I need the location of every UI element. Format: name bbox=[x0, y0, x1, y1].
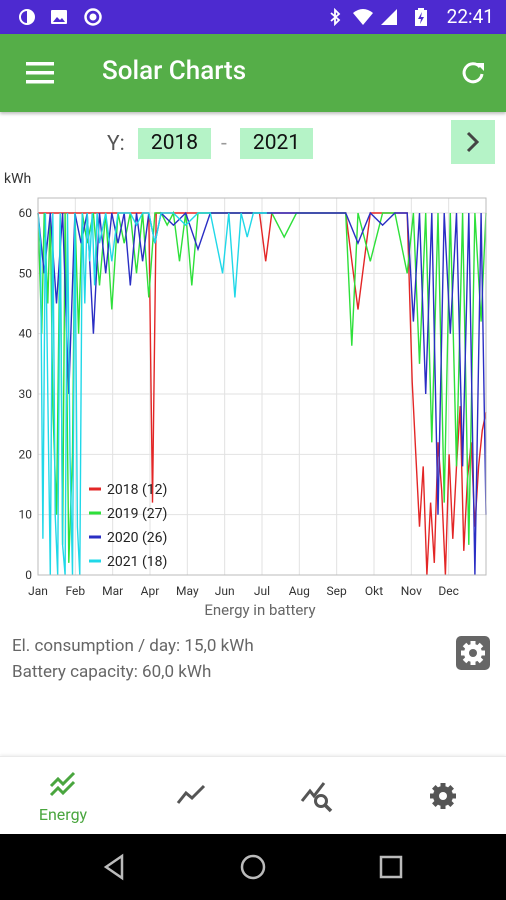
wifi-icon bbox=[353, 9, 373, 25]
chevron-right-icon bbox=[466, 131, 480, 153]
y-tick-label: 20 bbox=[19, 447, 33, 461]
bottom-navigation: Energy bbox=[0, 756, 506, 835]
y-tick-label: 40 bbox=[19, 327, 33, 341]
x-tick-label: Feb bbox=[66, 584, 86, 598]
y-tick-label: 60 bbox=[19, 206, 33, 220]
y-tick-label: 50 bbox=[19, 266, 33, 280]
consumption-text: El. consumption / day: 15,0 kWh bbox=[12, 636, 254, 656]
nav-energy-label: Energy bbox=[38, 805, 88, 824]
status-bar: 22:41 bbox=[0, 0, 506, 34]
nav-settings[interactable] bbox=[380, 757, 506, 835]
year-label: Y: bbox=[107, 132, 125, 156]
y-axis-ticks: 0 10 20 30 40 50 60 bbox=[19, 206, 33, 582]
x-tick-label: Nov bbox=[401, 584, 422, 598]
settings-gear-icon bbox=[430, 783, 456, 809]
recents-icon[interactable] bbox=[378, 854, 404, 880]
battery-charging-icon bbox=[415, 8, 427, 26]
app-title: Solar Charts bbox=[102, 56, 247, 86]
gallery-icon bbox=[51, 10, 67, 24]
nav-energy[interactable]: Energy bbox=[0, 757, 126, 835]
series-line-3 bbox=[37, 212, 267, 576]
bluetooth-icon bbox=[330, 8, 341, 26]
chart-search-icon bbox=[300, 782, 333, 813]
home-icon[interactable] bbox=[239, 853, 267, 881]
nav-analysis[interactable] bbox=[254, 757, 380, 835]
plot-frame bbox=[37, 197, 487, 576]
legend-label: 2020 (26) bbox=[107, 530, 167, 546]
menu-icon[interactable] bbox=[26, 60, 54, 86]
chart-legend: 2018 (12) 2019 (27) 2020 (26) 2021 (18) bbox=[89, 482, 167, 570]
year-from-field[interactable]: 2018 bbox=[138, 128, 211, 159]
record-icon bbox=[84, 8, 102, 26]
app-bar: Solar Charts bbox=[0, 34, 506, 112]
year-separator: - bbox=[221, 132, 227, 156]
y-tick-label: 30 bbox=[19, 387, 33, 401]
energy-chart: kWh 0 10 20 30 40 50 60 Jan Feb Mar Apr May Jun Jul A… bbox=[4, 171, 487, 619]
battery-capacity-text: Battery capacity: 60,0 kWh bbox=[12, 662, 212, 682]
x-axis-title: Energy in battery bbox=[204, 601, 315, 619]
nav-trend[interactable] bbox=[128, 757, 254, 835]
x-tick-label: Jan bbox=[28, 584, 48, 598]
x-tick-label: Okt bbox=[365, 584, 383, 598]
legend-label: 2018 (12) bbox=[107, 482, 167, 498]
x-tick-label: Jul bbox=[254, 584, 270, 598]
x-axis-ticks: Jan Feb Mar Apr May Jun Jul Aug Sep Okt Nov Dec bbox=[28, 584, 459, 598]
line-chart-icon bbox=[176, 784, 206, 804]
x-tick-label: Aug bbox=[289, 584, 310, 598]
y-tick-label: 0 bbox=[25, 568, 32, 582]
status-clock: 22:41 bbox=[446, 5, 494, 28]
gear-icon bbox=[461, 641, 485, 665]
x-tick-label: Dec bbox=[438, 584, 459, 598]
y-axis-label: kWh bbox=[4, 171, 31, 187]
x-tick-label: Sep bbox=[327, 584, 347, 598]
year-to-field[interactable]: 2021 bbox=[240, 128, 313, 159]
system-navigation-bar bbox=[0, 834, 506, 900]
x-tick-label: Mar bbox=[102, 584, 123, 598]
y-tick-label: 10 bbox=[19, 508, 33, 522]
chart-series bbox=[37, 210, 487, 576]
data-saver-icon bbox=[19, 9, 35, 25]
chart-settings-button[interactable] bbox=[456, 636, 490, 670]
back-icon[interactable] bbox=[100, 853, 128, 881]
legend-label: 2019 (27) bbox=[107, 506, 167, 522]
energy-chart-icon bbox=[49, 771, 76, 797]
refresh-icon[interactable] bbox=[460, 60, 486, 86]
x-tick-label: May bbox=[176, 584, 199, 598]
legend-label: 2021 (18) bbox=[107, 554, 167, 570]
next-year-button[interactable] bbox=[451, 120, 495, 164]
x-tick-label: Jun bbox=[215, 584, 235, 598]
signal-icon bbox=[381, 9, 397, 25]
x-tick-label: Apr bbox=[141, 584, 160, 598]
